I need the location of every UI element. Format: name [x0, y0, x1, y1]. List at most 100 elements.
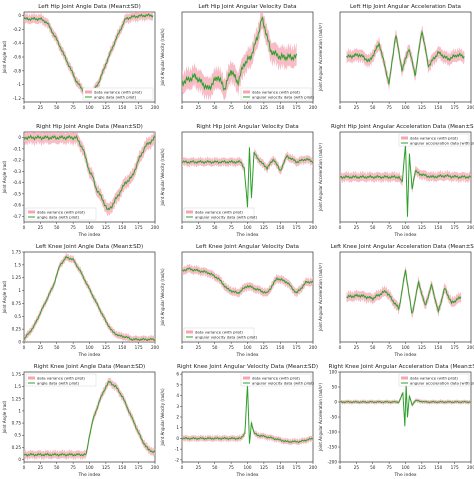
legend: data variance (with pilot)angular veloci…	[240, 373, 315, 387]
x-tick-label: 175	[451, 225, 459, 230]
legend: data variance (with pilot)angle data (wi…	[25, 207, 97, 221]
y-tick-label: -1	[17, 82, 22, 87]
x-tick-label: 50	[54, 465, 60, 470]
x-tick-label: 100	[244, 225, 252, 230]
legend-label: data variance (with pilot)	[37, 210, 85, 215]
y-tick-label: 3	[176, 404, 179, 409]
x-tick-label: 100	[402, 105, 410, 110]
x-tick-label: 175	[293, 345, 301, 350]
x-tick-label: 100	[402, 465, 410, 470]
x-tick-label: 50	[212, 225, 218, 230]
y-axis-label: Joint Angular Velocity (rad/s)	[160, 148, 165, 207]
x-tick-label: 0	[23, 105, 26, 110]
y-tick-label: -0.4	[13, 180, 22, 185]
y-tick-label: 1.5	[14, 384, 21, 389]
x-tick-label: 125	[260, 225, 268, 230]
x-tick-label: 0	[23, 345, 26, 350]
y-axis-label: Joint Angle (rad)	[2, 280, 7, 314]
legend-swatch-variance	[243, 90, 250, 94]
chart-title: Left Knee Joint Angular Acceleration Dat…	[331, 244, 474, 250]
x-tick-label: 125	[418, 225, 426, 230]
x-tick-label: 125	[418, 105, 426, 110]
y-tick-label: 6	[176, 372, 179, 377]
x-tick-label: 0	[181, 345, 184, 350]
legend-swatch-variance	[401, 136, 408, 140]
y-axis-label: Joint Angle (rad)	[2, 160, 7, 194]
x-tick-label: 150	[118, 465, 126, 470]
y-tick-label: 0.25	[12, 327, 22, 332]
chart-title: Right Knee Joint Angular Velocity Data (…	[177, 364, 318, 370]
y-axis-label: Joint Angular Velocity (rad/s)	[160, 28, 165, 87]
x-tick-label: 150	[276, 465, 284, 470]
legend-box	[398, 133, 470, 147]
legend-label: angular velocity data (with pilot)	[252, 381, 315, 386]
legend-label: angular velocity data (with pilot)	[252, 95, 315, 100]
chart-title: Right Hip Joint Angle Data (Mean±SD)	[36, 124, 143, 130]
y-tick-label: 0	[18, 340, 21, 345]
series-line	[181, 147, 314, 208]
x-tick-label: 25	[196, 345, 202, 350]
chart-title: Left Hip Joint Angle Data (Mean±SD)	[38, 4, 141, 10]
x-axis-label: The index	[77, 352, 100, 358]
x-tick-label: 25	[196, 225, 202, 230]
y-axis-label: Joint Angle (rad)	[2, 400, 7, 434]
legend: data variance (with pilot)angular accele…	[398, 133, 474, 147]
legend-label: data variance (with pilot)	[195, 210, 243, 215]
y-axis-label: Joint Angular Acceleration (rad/s²)	[318, 143, 323, 212]
variance-band	[346, 265, 462, 318]
legend-label: angular acceleration data (with pilot)	[410, 381, 474, 386]
x-tick-label: 125	[418, 465, 426, 470]
x-tick-label: 150	[118, 345, 126, 350]
x-tick-label: 25	[354, 465, 360, 470]
x-tick-label: 0	[339, 465, 342, 470]
y-tick-label: -150	[327, 445, 337, 450]
legend-swatch-variance	[28, 210, 35, 214]
y-axis-label: Joint Angular Acceleration (rad/s²)	[318, 263, 323, 332]
series-line	[346, 269, 462, 314]
x-tick-label: 150	[434, 345, 442, 350]
x-tick-label: 175	[451, 105, 459, 110]
y-tick-label: 5	[176, 382, 179, 387]
chart-title: Right Hip Joint Angular Acceleration Dat…	[331, 124, 474, 130]
variance-band	[24, 132, 155, 217]
x-tick-label: 175	[135, 225, 143, 230]
x-axis-label: The index	[235, 232, 258, 238]
x-tick-label: 0	[181, 465, 184, 470]
x-tick-label: 25	[38, 345, 44, 350]
y-tick-label: 4	[176, 393, 179, 398]
legend-swatch-variance	[243, 376, 250, 380]
x-tick-label: 100	[244, 345, 252, 350]
x-tick-label: 125	[102, 345, 110, 350]
chart-title: Left Hip Joint Angular Velocity Data	[198, 4, 296, 10]
legend-label: data variance (with pilot)	[195, 330, 243, 335]
legend: data variance (with pilot)angular veloci…	[240, 87, 315, 101]
x-tick-label: 150	[276, 225, 284, 230]
x-axis-label: The index	[235, 352, 258, 358]
legend-box	[183, 207, 255, 221]
x-tick-label: 125	[260, 465, 268, 470]
variance-band	[24, 12, 154, 101]
x-tick-label: 75	[70, 225, 76, 230]
x-tick-label: 100	[86, 225, 94, 230]
x-tick-label: 200	[309, 105, 317, 110]
y-tick-label: -2	[175, 457, 180, 462]
x-tick-label: 175	[135, 105, 143, 110]
series-line	[23, 134, 156, 211]
x-tick-label: 200	[309, 225, 317, 230]
y-tick-label: 1.75	[12, 372, 22, 377]
legend-box	[183, 327, 255, 341]
y-tick-label: 1.25	[12, 396, 22, 401]
y-tick-label: 0.25	[12, 445, 22, 450]
x-tick-label: 150	[118, 225, 126, 230]
x-tick-label: 175	[293, 465, 301, 470]
x-tick-label: 125	[102, 225, 110, 230]
variance-band	[182, 12, 297, 101]
legend-label: data variance (with pilot)	[252, 376, 300, 381]
y-tick-label: -200	[327, 460, 337, 465]
series-line	[181, 16, 298, 92]
x-tick-label: 75	[228, 225, 234, 230]
legend-box	[82, 87, 154, 101]
y-tick-label: 0.5	[14, 314, 21, 319]
